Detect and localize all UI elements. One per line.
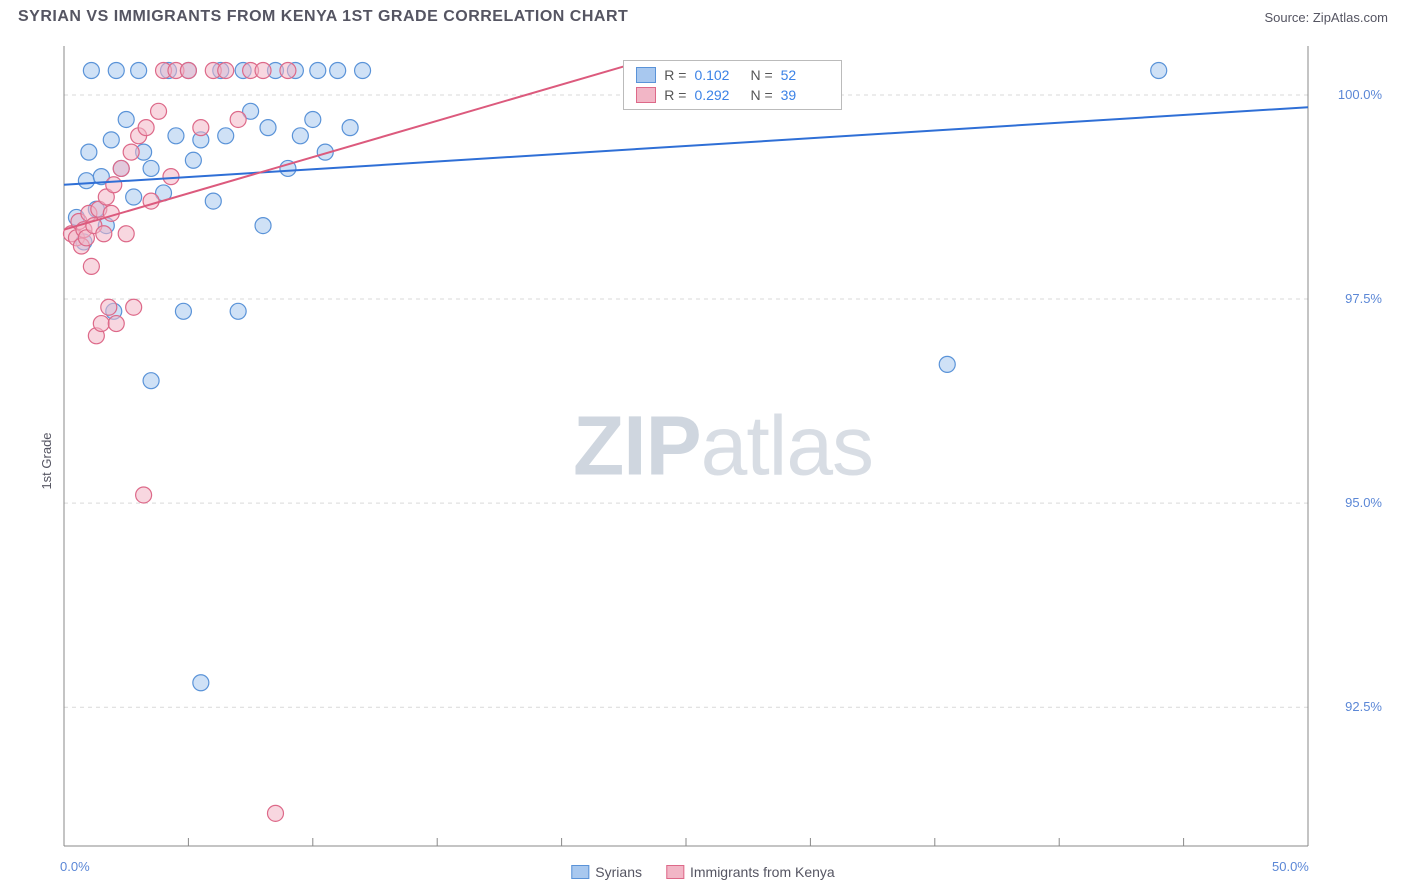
y-tick-label: 97.5% bbox=[1345, 291, 1382, 306]
y-tick-label: 95.0% bbox=[1345, 495, 1382, 510]
data-point bbox=[163, 169, 179, 185]
r-value: 0.292 bbox=[694, 87, 742, 103]
data-point bbox=[81, 144, 97, 160]
data-point bbox=[136, 487, 152, 503]
y-tick-label: 100.0% bbox=[1338, 87, 1382, 102]
data-point bbox=[168, 128, 184, 144]
data-point bbox=[305, 111, 321, 127]
y-axis-label: 1st Grade bbox=[39, 432, 54, 489]
series-swatch bbox=[636, 67, 656, 83]
legend-label: Syrians bbox=[595, 864, 642, 880]
data-point bbox=[126, 299, 142, 315]
n-value: 39 bbox=[781, 87, 829, 103]
data-point bbox=[93, 316, 109, 332]
info-row: R = 0.292 N = 39 bbox=[632, 85, 832, 105]
n-label: N = bbox=[750, 67, 772, 83]
data-point bbox=[330, 62, 346, 78]
data-point bbox=[143, 160, 159, 176]
data-point bbox=[310, 62, 326, 78]
data-point bbox=[193, 675, 209, 691]
data-point bbox=[939, 356, 955, 372]
data-point bbox=[230, 303, 246, 319]
source-attribution: Source: ZipAtlas.com bbox=[1264, 10, 1388, 25]
x-tick-label: 50.0% bbox=[1272, 859, 1309, 874]
data-point bbox=[260, 120, 276, 136]
data-point bbox=[255, 218, 271, 234]
data-point bbox=[118, 226, 134, 242]
data-point bbox=[185, 152, 201, 168]
data-point bbox=[342, 120, 358, 136]
r-label: R = bbox=[664, 67, 686, 83]
data-point bbox=[131, 62, 147, 78]
chart-container: 1st Grade ZIPatlas R = 0.102 N = 52 R = … bbox=[18, 40, 1388, 882]
data-point bbox=[218, 128, 234, 144]
scatter-plot: ZIPatlas R = 0.102 N = 52 R = 0.292 N = … bbox=[58, 40, 1388, 852]
page-title: SYRIAN VS IMMIGRANTS FROM KENYA 1ST GRAD… bbox=[18, 8, 628, 26]
data-point bbox=[101, 299, 117, 315]
data-point bbox=[255, 62, 271, 78]
data-point bbox=[267, 805, 283, 821]
data-point bbox=[175, 303, 191, 319]
legend-swatch bbox=[571, 865, 589, 879]
data-point bbox=[123, 144, 139, 160]
data-point bbox=[108, 316, 124, 332]
data-point bbox=[280, 62, 296, 78]
series-legend: Syrians Immigrants from Kenya bbox=[571, 864, 834, 880]
data-point bbox=[83, 62, 99, 78]
data-point bbox=[230, 111, 246, 127]
y-tick-label: 92.5% bbox=[1345, 699, 1382, 714]
legend-label: Immigrants from Kenya bbox=[690, 864, 835, 880]
data-point bbox=[205, 193, 221, 209]
data-point bbox=[151, 103, 167, 119]
legend-item: Syrians bbox=[571, 864, 642, 880]
r-label: R = bbox=[664, 87, 686, 103]
x-tick-label: 0.0% bbox=[60, 859, 90, 874]
data-point bbox=[1151, 62, 1167, 78]
data-point bbox=[193, 120, 209, 136]
data-point bbox=[218, 62, 234, 78]
r-value: 0.102 bbox=[694, 67, 742, 83]
data-point bbox=[292, 128, 308, 144]
data-point bbox=[103, 132, 119, 148]
series-swatch bbox=[636, 87, 656, 103]
data-point bbox=[108, 62, 124, 78]
data-point bbox=[106, 177, 122, 193]
data-point bbox=[355, 62, 371, 78]
data-point bbox=[83, 258, 99, 274]
data-point bbox=[126, 189, 142, 205]
data-point bbox=[118, 111, 134, 127]
info-row: R = 0.102 N = 52 bbox=[632, 65, 832, 85]
legend-swatch bbox=[666, 865, 684, 879]
legend-item: Immigrants from Kenya bbox=[666, 864, 835, 880]
n-value: 52 bbox=[781, 67, 829, 83]
data-point bbox=[138, 120, 154, 136]
data-point bbox=[78, 173, 94, 189]
data-point bbox=[180, 62, 196, 78]
n-label: N = bbox=[750, 87, 772, 103]
correlation-info-box: R = 0.102 N = 52 R = 0.292 N = 39 bbox=[623, 60, 841, 110]
data-point bbox=[96, 226, 112, 242]
data-point bbox=[143, 373, 159, 389]
data-point bbox=[113, 160, 129, 176]
